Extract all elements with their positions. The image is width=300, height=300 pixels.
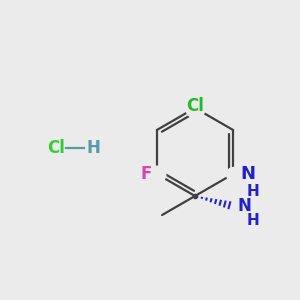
- Text: N: N: [240, 165, 255, 183]
- Text: Cl: Cl: [186, 97, 204, 115]
- Text: H: H: [247, 184, 260, 199]
- Text: H: H: [86, 139, 100, 157]
- Text: H: H: [247, 213, 260, 228]
- Text: Cl: Cl: [47, 139, 65, 157]
- Text: F: F: [140, 165, 152, 183]
- Text: N: N: [238, 197, 252, 215]
